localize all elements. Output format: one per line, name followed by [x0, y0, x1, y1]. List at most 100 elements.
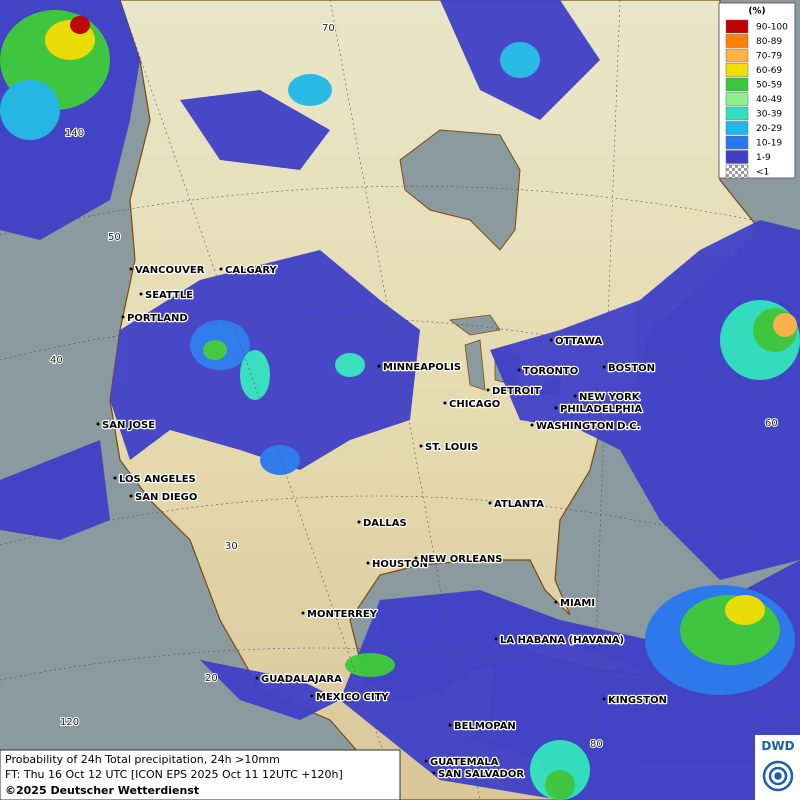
legend-swatch: [725, 77, 749, 92]
city-dot: [121, 315, 125, 319]
grid-label: 40: [50, 355, 63, 366]
grid-label: 50: [108, 232, 121, 243]
city-label: WASHINGTON D.C.: [536, 421, 640, 432]
legend-label: 80-89: [756, 37, 782, 47]
city-label: GUATEMALA: [430, 757, 499, 768]
legend-label: 50-59: [756, 81, 782, 91]
city-label: SAN JOSE: [102, 420, 155, 431]
city-dot: [530, 423, 534, 427]
legend-label: 1-9: [756, 153, 771, 163]
grid-label: 80: [590, 739, 603, 750]
city-dot: [443, 401, 447, 405]
footer-box: [0, 749, 401, 800]
legend-label: 70-79: [756, 52, 782, 62]
city-dot: [301, 611, 305, 615]
city-label: PHILADELPHIA: [560, 404, 642, 415]
legend-label: 90-100: [756, 23, 788, 33]
city-dot: [357, 520, 361, 524]
logo-swirl: [762, 760, 794, 792]
grid-label: 20: [205, 673, 218, 684]
legend-swatch: [725, 135, 749, 150]
legend-swatch: [725, 106, 749, 121]
city-label: PORTLAND: [127, 313, 188, 324]
grid-label: 120: [60, 717, 79, 728]
city-label: OTTAWA: [555, 336, 602, 347]
city-dot: [488, 501, 492, 505]
legend-title: (%): [748, 7, 765, 17]
city-dot: [129, 267, 133, 271]
legend-label: 30-39: [756, 110, 782, 120]
city-label: TORONTO: [523, 366, 578, 377]
city-dot: [494, 637, 498, 641]
city-label: ATLANTA: [494, 499, 544, 510]
legend-swatch: [725, 92, 749, 106]
legend-label: 10-19: [756, 139, 782, 149]
city-label: ST. LOUIS: [425, 442, 478, 453]
grid-label: 140: [65, 128, 84, 139]
city-label: CALGARY: [225, 265, 278, 276]
legend-swatch: [725, 34, 749, 48]
city-dot: [517, 368, 521, 372]
city-label: MONTERREY: [307, 609, 378, 620]
city-dot: [219, 267, 223, 271]
city-label: SEATTLE: [145, 290, 193, 301]
city-label: NEW ORLEANS: [420, 554, 502, 565]
hudson-bay: [399, 129, 521, 251]
city-dot: [554, 406, 558, 410]
city-dot: [486, 388, 490, 392]
city-dot: [602, 697, 606, 701]
city-label: LA HABANA (HAVANA): [500, 635, 624, 646]
city-label: BOSTON: [608, 363, 655, 374]
legend-label: 60-69: [756, 66, 782, 76]
city-dot: [96, 422, 100, 426]
legend-swatch: [725, 121, 749, 135]
legend-swatch: [725, 19, 749, 34]
grid-label: 30: [225, 541, 238, 552]
city-label: MEXICO CITY: [316, 692, 389, 703]
city-label: NEW YORK: [579, 392, 641, 403]
city-label: VANCOUVER: [135, 265, 205, 276]
city-label: DALLAS: [363, 518, 407, 529]
footer-line: FT: Thu 16 Oct 12 UTC [ICON EPS 2025 Oct…: [5, 768, 343, 781]
city-label: MIAMI: [560, 598, 595, 609]
legend-label: <1: [756, 168, 769, 178]
legend-swatch: [725, 63, 749, 77]
city-dot: [549, 338, 553, 342]
city-label: SAN DIEGO: [135, 492, 197, 503]
city-dot: [366, 561, 370, 565]
city-dot: [602, 365, 606, 369]
city-label: MINNEAPOLIS: [383, 362, 461, 373]
legend-swatch: [725, 48, 749, 63]
city-label: HOUSTON: [372, 559, 428, 570]
city-label: KINGSTON: [608, 695, 667, 706]
city-label: GUADALAJARA: [261, 674, 342, 685]
footer-line: ©2025 Deutscher Wetterdienst: [5, 784, 199, 797]
city-dot: [432, 771, 436, 775]
city-label: DETROIT: [492, 386, 541, 397]
city-dot: [448, 723, 452, 727]
city-dot: [377, 364, 381, 368]
city-dot: [573, 394, 577, 398]
city-dot: [414, 556, 418, 560]
city-label: SAN SALVADOR: [438, 769, 524, 780]
city-label: LOS ANGELES: [119, 474, 196, 485]
legend-swatch: [725, 150, 749, 164]
city-dot: [113, 476, 117, 480]
legend: (%) 90-100 80-89 70-79 60-69 50-59 40-49 30-39…: [718, 2, 796, 179]
legend-label: 20-29: [756, 124, 782, 134]
city-dot: [424, 759, 428, 763]
city-dot: [419, 444, 423, 448]
city-label: CHICAGO: [449, 399, 500, 410]
grid-label: 60: [765, 418, 778, 429]
grid-label: 70: [322, 23, 335, 34]
city-dot: [139, 292, 143, 296]
legend-swatch: [725, 164, 749, 179]
legend-label: 40-49: [756, 95, 782, 105]
footer-line: Probability of 24h Total precipitation, …: [5, 753, 280, 766]
labels: VANCOUVER CALGARY SEATTLE PORTLAND MINNEAPOL…: [49, 22, 779, 781]
city-dot: [310, 694, 314, 698]
